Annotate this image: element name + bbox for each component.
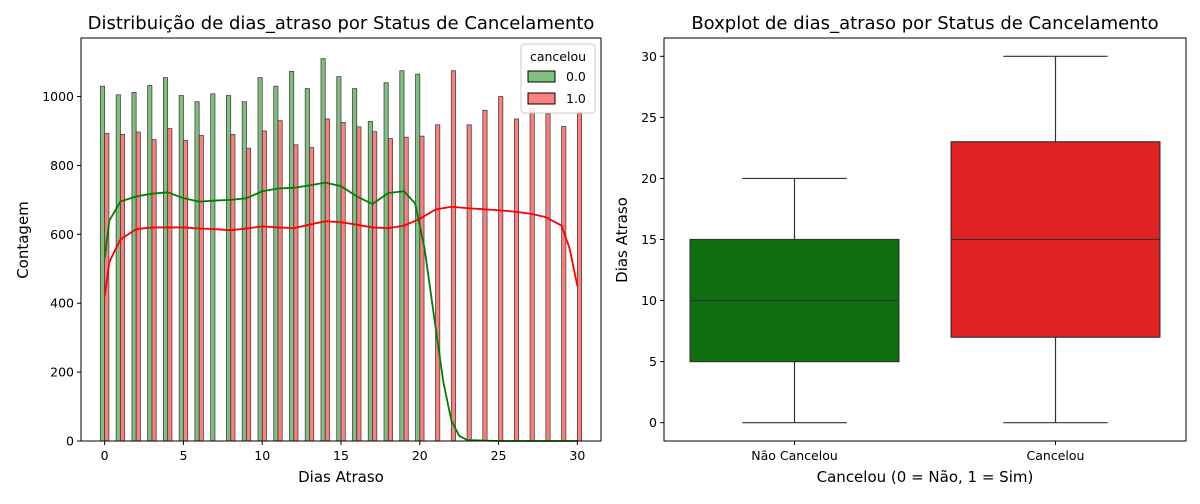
bar-series-1-x-3 [151,139,157,442]
bar-series-1-x-22 [450,70,456,442]
x-tick-label-15: 15 [333,448,349,463]
boxplot-boxes [689,55,1161,424]
legend-label-1: 1.0 [566,91,586,106]
boxplot-x-label: Cancelou (0 = Não, 1 = Sim) [817,468,1034,486]
bar-series-1-x-20 [419,135,425,442]
bar-series-0-x-11 [273,85,279,442]
boxplot-y-ticks: 0 5 10 15 20 25 30 [641,49,664,430]
bar-series-1-x-15 [340,121,346,442]
x-tick-label-10: 10 [254,448,270,463]
boxplot-panel: Boxplot de dias_atraso por Status de Can… [613,13,1187,486]
bar-series-1-x-10 [261,130,267,442]
y-tick-label-800: 800 [50,158,74,173]
bar-series-1-x-30 [576,111,583,442]
x-tick-label-0: 0 [101,448,109,463]
bar-series-0-x-10 [257,77,263,442]
bar-series-1-x-21 [435,124,441,442]
bar-series-1-x-17 [372,131,378,442]
bar-series-1-x-2 [135,131,141,442]
x-tick-label-25: 25 [491,448,507,463]
bar-series-1-x-1 [119,134,126,442]
bar-series-0-x-3 [147,85,153,442]
histogram-y-ticks: 0 200 400 600 800 1000 [42,89,81,449]
bar-series-0-x-1 [115,94,121,442]
bar-series-1-x-4 [167,128,173,442]
bar-series-0-x-18 [383,82,389,442]
bar-series-1-x-16 [356,126,362,442]
bar-series-0-x-17 [367,120,373,442]
bar-series-0-x-2 [131,92,137,442]
bar-series-0-x-9 [241,101,247,442]
histogram-x-ticks: 0 5 10 15 20 25 30 [101,441,585,463]
bar-series-0-x-6 [194,101,200,442]
y-tick-label-1000: 1000 [42,89,74,104]
bar-series-1-x-6 [198,135,204,442]
bar-series-1-x-24 [482,109,488,442]
box-y-tick-label-25: 25 [641,110,657,125]
y-tick-label-200: 200 [50,365,74,380]
boxplot-x-ticks: Não Cancelou Cancelou [751,441,1084,463]
histogram-panel: Distribuição de dias_atraso por Status d… [14,13,602,486]
bar-series-1-x-25 [498,96,504,442]
bar-series-1-x-29 [561,126,567,442]
bar-series-0-x-20 [415,73,421,442]
bar-series-0-x-4 [163,77,169,442]
y-tick-label-400: 400 [50,296,74,311]
histogram-bars [99,58,583,442]
histogram-kde-lines [103,181,579,442]
bar-series-1-x-28 [545,113,551,442]
legend-label-0: 0.0 [566,69,586,84]
box-y-tick-label-0: 0 [649,415,657,430]
y-tick-label-600: 600 [50,227,74,242]
kde-line-series-0 [103,181,578,442]
bar-series-1-x-18 [387,138,393,442]
bar-series-0-x-5 [178,95,184,442]
legend-swatch-0 [527,70,556,83]
bar-series-1-x-14 [324,118,330,442]
box-y-tick-label-15: 15 [641,232,657,247]
bar-series-1-x-9 [246,147,252,442]
histogram-title: Distribuição de dias_atraso por Status d… [88,13,595,34]
bar-series-1-x-5 [183,139,189,442]
bar-series-0-x-16 [352,88,358,442]
box-y-tick-label-20: 20 [641,171,657,186]
bar-series-1-x-11 [277,120,283,442]
legend-title: cancelou [530,49,586,64]
box-y-tick-label-10: 10 [641,293,657,308]
legend: cancelou 0.0 1.0 [520,43,596,114]
boxplot-title: Boxplot de dias_atraso por Status de Can… [691,13,1158,34]
bar-series-1-x-27 [529,108,535,442]
histogram-x-label: Dias Atraso [298,468,384,486]
kde-line-series-1 [103,205,579,297]
bar-series-0-x-7 [210,93,216,442]
boxplot-y-label: Dias Atraso [613,197,631,283]
bar-series-1-x-13 [309,147,315,442]
legend-swatch-1 [527,92,556,105]
box-y-tick-label-30: 30 [641,49,657,64]
bar-series-0-x-12 [289,71,295,442]
category-tick-label-1: Cancelou [1027,448,1085,463]
bar-series-0-x-8 [226,95,232,442]
bar-series-0-x-13 [304,88,310,442]
category-tick-label-0: Não Cancelou [751,448,838,463]
box-y-tick-label-5: 5 [649,354,657,369]
bar-series-1-x-8 [230,134,236,442]
y-tick-label-0: 0 [66,434,74,449]
bar-series-1-x-26 [513,118,519,442]
bar-series-1-x-19 [403,136,409,442]
bar-series-0-x-15 [336,76,342,442]
bar-series-1-x-12 [293,144,299,442]
x-tick-label-30: 30 [569,448,585,463]
histogram-y-label: Contagem [14,201,32,279]
bar-series-1-x-23 [466,124,472,442]
x-tick-label-20: 20 [412,448,428,463]
bar-series-0-x-14 [320,58,326,442]
x-tick-label-5: 5 [179,448,187,463]
bar-series-0-x-0 [99,85,106,442]
bar-series-0-x-19 [399,70,405,442]
